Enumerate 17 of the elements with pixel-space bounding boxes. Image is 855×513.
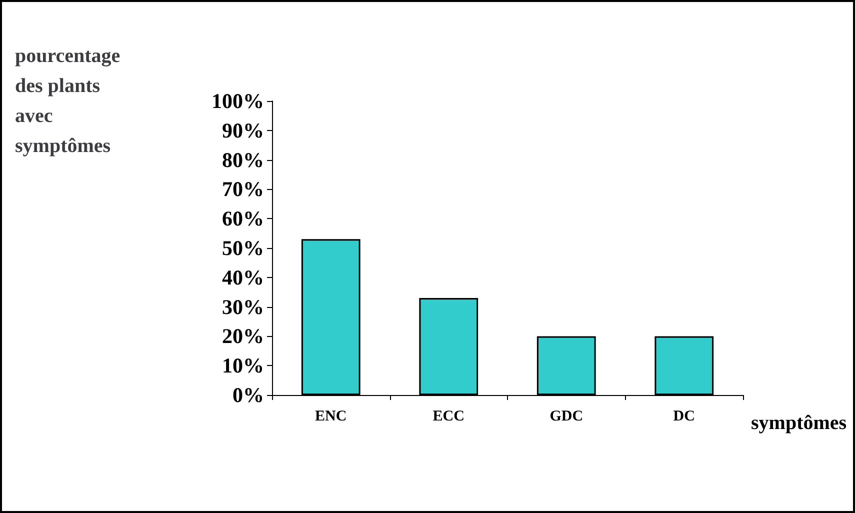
x-tick-label: ENC [315, 408, 347, 424]
y-tick-label: 90% [222, 118, 264, 142]
y-tick-label: 70% [222, 177, 264, 202]
y-tick-label: 0% [232, 383, 264, 407]
y-tick-label: 100% [212, 89, 264, 113]
y-tick-label: 20% [222, 324, 264, 348]
y-tick-label: 80% [222, 148, 264, 172]
y-tick-label: 40% [222, 265, 264, 290]
y-tick-label: 60% [222, 206, 264, 231]
x-axis-title: symptômes [751, 412, 847, 434]
y-tick-label: 10% [222, 354, 264, 378]
x-tick-label: GDC [550, 408, 584, 424]
y-tick-label: 30% [222, 294, 264, 319]
y-tick-label: 50% [222, 236, 264, 260]
y-axis-title: pourcentage des plants avec symptômes [15, 45, 120, 157]
x-tick-label: ECC [432, 408, 464, 424]
x-tick-label: DC [673, 408, 695, 424]
